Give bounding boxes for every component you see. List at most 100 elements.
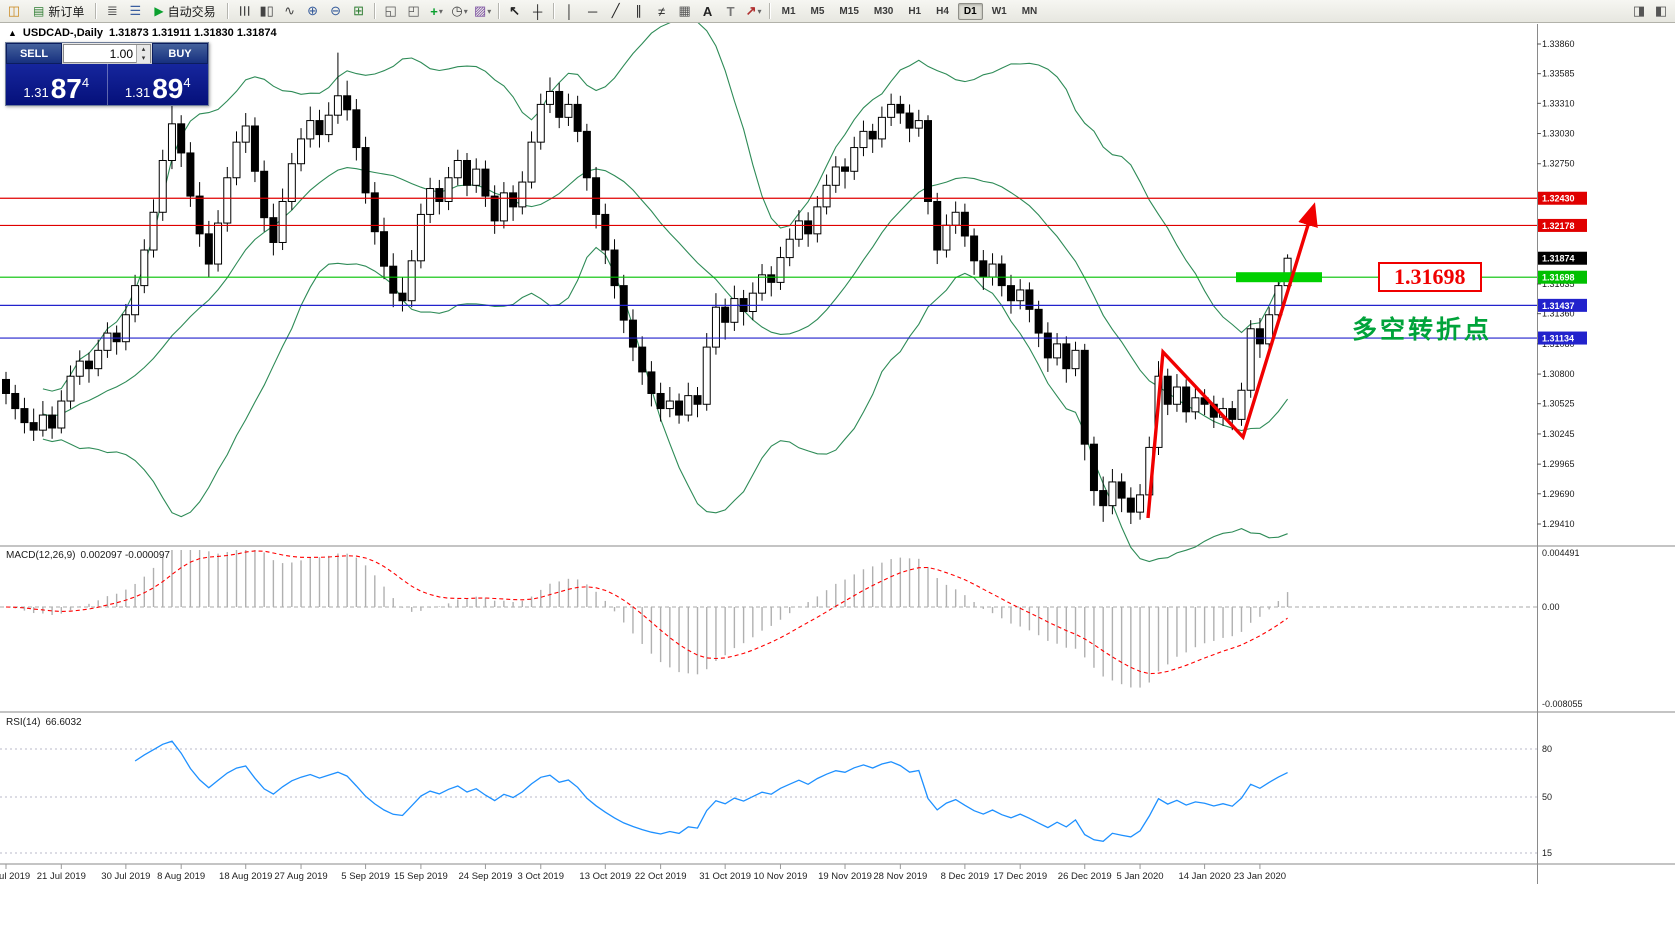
channel-icon[interactable]: ∥ — [628, 1, 650, 21]
timeframe-button-m30[interactable]: M30 — [873, 5, 894, 17]
channel-glyph: ∥ — [635, 3, 642, 18]
candle-body — [499, 192, 508, 222]
fibonacci-icon[interactable]: ≠ — [651, 1, 673, 21]
trend-arrow[interactable] — [1146, 202, 1318, 519]
timeframe-button-h1[interactable]: H1 — [908, 5, 922, 17]
cascade-windows-icon[interactable]: ◱ — [380, 1, 402, 21]
market-watch-icon[interactable]: ☰ — [124, 1, 146, 21]
bar-chart-icon[interactable]: ☰ — [233, 1, 255, 21]
volume-input[interactable]: 1.00 ▴ ▾ — [63, 44, 151, 63]
candle-body — [951, 211, 960, 226]
candle-body — [398, 292, 407, 302]
macd-signal-line — [5, 550, 1288, 675]
trendline-icon[interactable]: ╱ — [605, 1, 627, 21]
sell-price[interactable]: 1.31 87 4 — [6, 64, 108, 105]
volume-spinner[interactable]: ▴ ▾ — [136, 44, 150, 63]
tile-windows-icon[interactable]: ⊞ — [348, 1, 370, 21]
y-axis-label: 1.30800 — [1542, 369, 1575, 379]
candle-body — [186, 152, 195, 197]
candle-body — [1053, 343, 1062, 359]
candle-body — [721, 306, 730, 323]
dom-glyph: ≣ — [106, 3, 118, 18]
text-icon[interactable]: A — [697, 1, 719, 21]
templates-icon[interactable]: ▨ ▾ — [472, 1, 494, 21]
play-glyph: ▶ — [154, 4, 164, 18]
zoom-out-icon[interactable]: ⊖ — [325, 1, 347, 21]
indicators-icon[interactable]: + ▾ — [426, 1, 448, 21]
candle-body — [38, 414, 47, 431]
candle-body — [1136, 494, 1145, 513]
price-level-label-box — [1538, 298, 1587, 312]
app-icon[interactable]: ◫ — [3, 1, 25, 21]
arrange-windows-icon[interactable]: ◰ — [403, 1, 425, 21]
candle-body — [260, 170, 269, 219]
arrows-icon[interactable]: ↗ ▾ — [743, 1, 765, 21]
line-chart-icon[interactable]: ∿ — [279, 1, 301, 21]
timeframe-button-m15[interactable]: M15 — [839, 5, 859, 17]
candle-body — [94, 349, 103, 370]
volume-value[interactable]: 1.00 — [109, 46, 133, 61]
toolbar-separator — [226, 3, 229, 19]
shapes-icon[interactable]: ▦ — [674, 1, 696, 21]
y-axis-label: 1.33585 — [1542, 69, 1575, 79]
vertical-line-icon[interactable]: │ — [559, 1, 581, 21]
autotrading-button[interactable]: ▶ 自动交易 — [147, 1, 222, 21]
candle-body — [112, 332, 121, 343]
candle-body — [158, 159, 167, 213]
timeframe-button-h4[interactable]: H4 — [936, 5, 949, 17]
candle-body — [361, 147, 370, 194]
candle-body — [241, 125, 250, 143]
candlestick-chart-icon[interactable]: ▮▯ — [256, 1, 278, 21]
timeframe-button-m1[interactable]: M1 — [781, 5, 796, 17]
candle-body — [1172, 386, 1181, 405]
new-order-button[interactable]: ▤ 新订单 — [26, 1, 91, 21]
cursor-icon[interactable]: ↖ — [504, 1, 526, 21]
buy-price-big: 89 — [152, 73, 184, 105]
ohlc-values: 1.31873 1.31911 1.31830 1.31874 — [109, 27, 277, 39]
periods-icon[interactable]: ◷ ▾ — [449, 1, 471, 21]
buy-price-prefix: 1.31 — [124, 85, 151, 100]
volume-up-icon[interactable]: ▴ — [137, 44, 150, 54]
toolbar-separator — [373, 3, 376, 19]
timeframe-button-d1[interactable]: D1 — [957, 2, 983, 20]
timeframe-button-mn[interactable]: MN — [1021, 5, 1038, 17]
horizontal-line-icon[interactable]: ─ — [582, 1, 604, 21]
x-axis-label: 19 Nov 2019 — [818, 871, 872, 882]
x-axis-label: 30 Jul 2019 — [101, 871, 150, 882]
volume-down-icon[interactable]: ▾ — [137, 53, 150, 63]
y-axis-label: 1.30245 — [1542, 429, 1575, 439]
highlight-bar[interactable] — [1236, 272, 1322, 283]
candle-body — [527, 141, 536, 183]
sell-button[interactable]: SELL — [6, 43, 62, 64]
candle-body — [121, 314, 130, 343]
tile-glyph: ⊞ — [353, 3, 365, 18]
text-label-icon[interactable]: T — [720, 1, 742, 21]
zoom-in-icon[interactable]: ⊕ — [302, 1, 324, 21]
candle-body — [564, 103, 573, 118]
y-axis-label: 1.33310 — [1542, 98, 1575, 108]
buy-price[interactable]: 1.31 89 4 — [108, 64, 209, 105]
timeframe-button-m5[interactable]: M5 — [810, 5, 825, 17]
candle-body — [149, 211, 158, 251]
candle-body — [2, 378, 10, 394]
x-axis-label: 5 Jan 2020 — [1117, 871, 1164, 882]
candle-body — [1025, 289, 1034, 310]
x-axis-label: 11 Jul 2019 — [0, 871, 30, 882]
candle-body — [573, 103, 582, 132]
timeframe-button-w1[interactable]: W1 — [991, 5, 1007, 17]
y-axis-label: 1.33860 — [1542, 39, 1575, 49]
dropdown-caret-icon: ▾ — [463, 6, 468, 16]
scroll-to-end-icon[interactable]: ◨ — [1632, 3, 1646, 18]
crosshair-icon[interactable]: ┼ — [527, 1, 549, 21]
candle-body — [748, 292, 757, 313]
candle-body — [813, 206, 822, 235]
chart-shift-icon[interactable]: ◧ — [1654, 3, 1668, 18]
buy-button[interactable]: BUY — [152, 43, 208, 64]
depth-of-market-icon[interactable]: ≣ — [101, 1, 123, 21]
x-axis-label: 10 Nov 2019 — [754, 871, 808, 882]
candle-body — [435, 188, 444, 202]
hline-glyph: ─ — [588, 3, 598, 19]
price-level-label: 1.32178 — [1542, 221, 1575, 231]
one-click-toggle-icon[interactable]: ▲ — [8, 28, 17, 38]
